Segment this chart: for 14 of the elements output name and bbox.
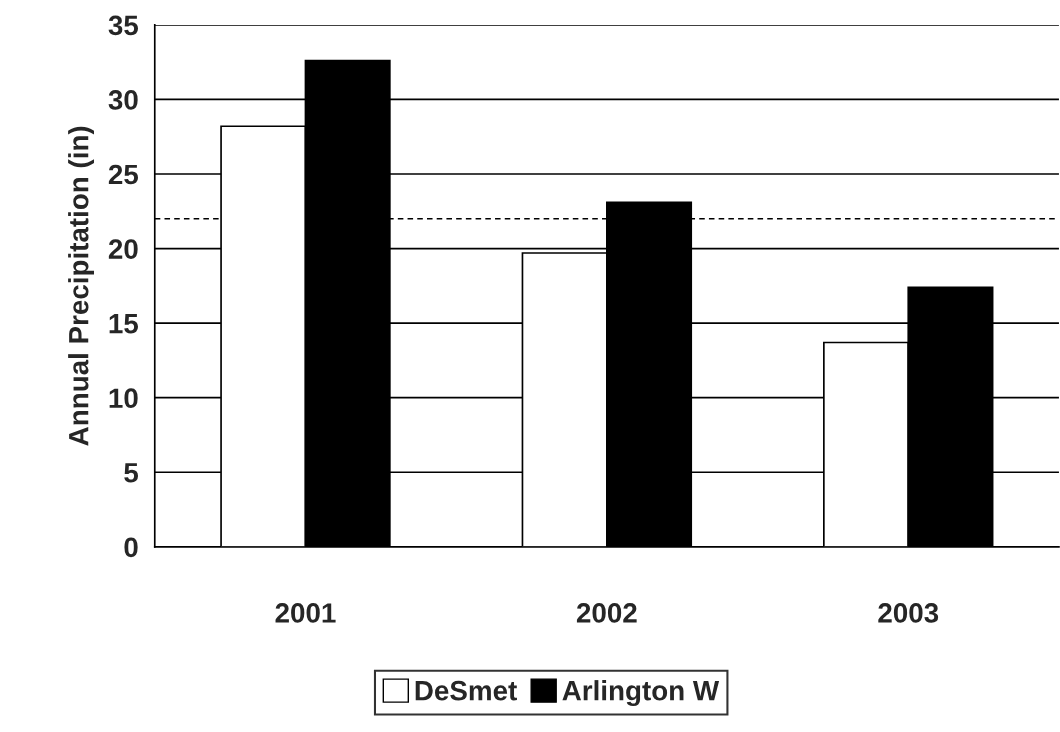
x-tick-label: 2001 <box>275 603 336 623</box>
y-tick-label: 25 <box>108 164 139 185</box>
y-tick-label: 35 <box>108 15 139 36</box>
y-tick-label: 20 <box>108 239 138 259</box>
x-tick-label: 2002 <box>576 603 637 623</box>
y-axis-title: Annual Precipitation (in) <box>68 126 94 446</box>
y-tick-label: 5 <box>124 463 139 483</box>
y-tick-label: 30 <box>108 90 138 110</box>
x-tick-label: 2003 <box>878 603 939 623</box>
legend-label: DeSmet <box>415 680 517 701</box>
y-tick-label: 15 <box>109 314 139 334</box>
y-tick-label: 10 <box>109 388 138 409</box>
y-tick-label: 0 <box>124 537 138 558</box>
legend-label: Arlington W <box>562 680 720 707</box>
